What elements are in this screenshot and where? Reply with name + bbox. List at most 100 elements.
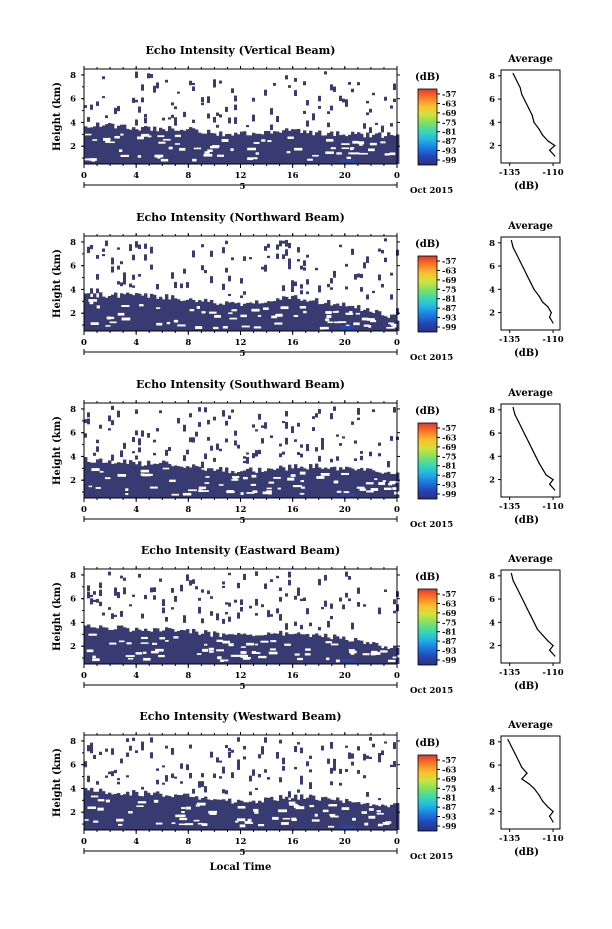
echo-column	[345, 136, 349, 164]
echo-column	[261, 471, 265, 498]
echo-gap	[86, 649, 94, 653]
echo-gap	[297, 657, 303, 661]
echo-gap	[254, 643, 258, 646]
x-tick-label: 20	[339, 338, 351, 348]
echo-column	[243, 470, 247, 498]
echo-column	[135, 464, 139, 498]
colorbar-unit: (dB)	[415, 72, 440, 83]
echo-speck	[201, 781, 204, 787]
echo-column	[180, 129, 184, 164]
echo-speck	[225, 438, 228, 443]
echo-column	[357, 305, 361, 331]
y-tick-label: 6	[70, 595, 76, 605]
average-y-tick-label: 6	[489, 761, 495, 771]
colorbar-tick-label: -87	[442, 136, 456, 146]
average-x-tick-label: -135	[499, 834, 520, 844]
echo-speck	[363, 753, 366, 761]
echo-speck	[297, 742, 300, 745]
echo-gap	[88, 299, 97, 302]
echo-speck	[333, 86, 336, 92]
echo-column	[366, 642, 370, 664]
echo-column	[291, 634, 295, 664]
average-profile-line	[510, 240, 554, 324]
echo-column	[117, 462, 121, 498]
echo-column	[114, 128, 118, 164]
echo-speck	[351, 761, 354, 766]
echo-speck	[96, 448, 99, 452]
echo-column	[381, 648, 385, 664]
echo-column	[393, 645, 397, 664]
echo-gap	[312, 154, 319, 157]
echo-gap	[341, 807, 350, 810]
echo-speck	[219, 776, 222, 779]
average-point	[538, 295, 540, 297]
echo-gap	[261, 139, 266, 142]
echo-speck	[195, 431, 198, 437]
echo-column	[387, 317, 391, 331]
echo-column	[183, 630, 187, 664]
echo-gap	[105, 140, 110, 143]
echo-column	[156, 298, 160, 331]
echo-gap	[270, 640, 277, 643]
colorbar-tick-label: -63	[442, 265, 457, 275]
echo-column	[258, 467, 262, 498]
echo-speck	[186, 282, 189, 288]
echo-speck	[282, 766, 285, 771]
echo-speck	[234, 440, 237, 446]
echo-column	[261, 635, 265, 664]
echo-column	[216, 304, 220, 331]
echo-column	[144, 628, 148, 664]
echo-speck	[384, 741, 387, 744]
echo-column	[258, 303, 262, 331]
echo-field	[84, 571, 401, 664]
echo-column	[378, 132, 382, 164]
echo-speck	[87, 246, 90, 254]
echo-speck	[372, 743, 375, 748]
echo-speck	[297, 592, 300, 596]
echo-gap	[97, 807, 104, 811]
echo-gap	[246, 642, 254, 646]
echo-gap	[90, 795, 99, 798]
echo-speck	[210, 611, 213, 616]
echo-gap	[333, 480, 339, 484]
echo-gap	[366, 318, 375, 321]
echo-speck	[231, 257, 234, 261]
echo-speck	[234, 599, 237, 603]
echo-column	[270, 133, 274, 164]
echo-column	[210, 299, 214, 331]
echo-gap	[335, 659, 340, 663]
echo-speck	[285, 422, 288, 429]
echo-speck	[192, 788, 195, 794]
echo-speck	[165, 775, 168, 782]
echo-column	[108, 123, 112, 164]
echo-column	[258, 133, 262, 164]
echo-column	[168, 299, 172, 331]
echo-gap	[368, 815, 376, 819]
echo-column	[99, 625, 103, 664]
echo-column	[342, 802, 346, 830]
echo-gap	[277, 487, 281, 490]
echo-speck	[222, 283, 225, 290]
echo-column	[363, 470, 367, 498]
echo-column	[174, 298, 178, 331]
echo-speck	[282, 757, 285, 765]
average-point	[547, 806, 549, 808]
colorbar-tick-label: -63	[442, 764, 457, 774]
y-tick-label: 4	[70, 784, 76, 794]
echo-gap	[231, 478, 239, 481]
echo-speck	[222, 585, 225, 588]
echo-speck	[270, 435, 273, 438]
echo-speck	[351, 755, 354, 759]
echo-column	[384, 805, 388, 830]
echo-speck	[348, 82, 351, 85]
echo-column	[117, 125, 121, 164]
echo-speck	[111, 257, 114, 264]
colorbar-tick-label: -87	[442, 802, 456, 812]
echo-speck	[282, 240, 285, 244]
echo-speck	[90, 244, 93, 250]
echo-column	[219, 467, 223, 498]
echo-gap	[294, 147, 303, 151]
echo-gap	[105, 799, 110, 803]
echo-gap	[152, 642, 158, 645]
y-tick-label: 2	[70, 476, 76, 486]
